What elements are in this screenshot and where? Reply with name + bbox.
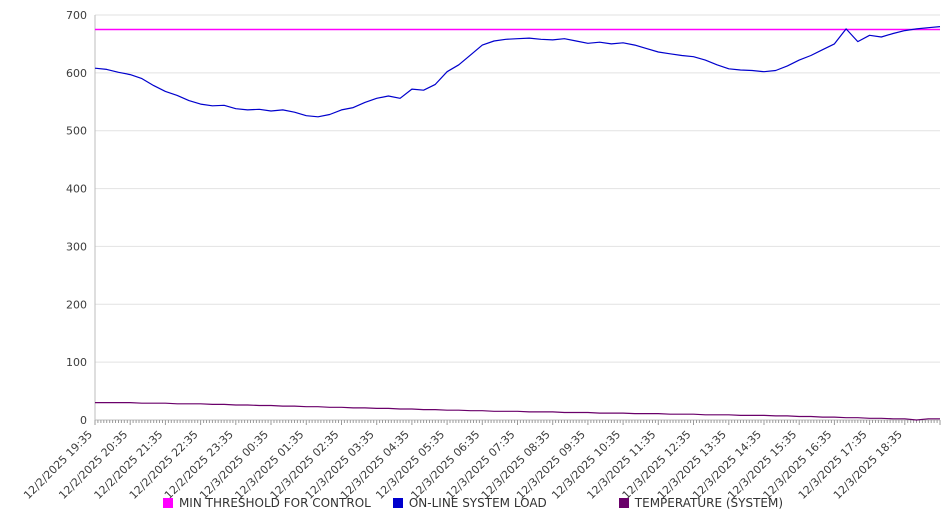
legend-item-online-system-load[interactable]: ON-LINE SYSTEM LOAD — [392, 496, 547, 510]
y-tick-label: 100 — [66, 356, 87, 369]
chart-legend: MIN THRESHOLD FOR CONTROL ON-LINE SYSTEM… — [0, 496, 946, 510]
legend-swatch-online-system-load-icon — [392, 498, 403, 508]
y-tick-label: 300 — [66, 240, 87, 253]
y-tick-label: 500 — [66, 125, 87, 138]
y-tick-label: 700 — [66, 9, 87, 22]
legend-item-temperature-system[interactable]: TEMPERATURE (SYSTEM) — [618, 496, 784, 510]
y-tick-label: 200 — [66, 298, 87, 311]
series-line-on-line-system-load — [94, 26, 941, 118]
legend-swatch-temperature-system-icon — [618, 498, 629, 508]
y-tick-label: 400 — [66, 183, 87, 196]
y-tick-label: 0 — [80, 414, 87, 427]
legend-swatch-min-threshold-icon — [162, 498, 173, 508]
series-line-temperature-system — [95, 402, 940, 421]
legend-item-min-threshold[interactable]: MIN THRESHOLD FOR CONTROL — [162, 496, 371, 510]
y-tick-label: 600 — [66, 67, 87, 80]
legend-label-online-system-load: ON-LINE SYSTEM LOAD — [408, 496, 547, 510]
legend-label-min-threshold: MIN THRESHOLD FOR CONTROL — [178, 496, 371, 510]
x-tick-label: 12/3/2025 18:35 — [831, 428, 905, 502]
legend-label-temperature-system: TEMPERATURE (SYSTEM) — [634, 496, 784, 510]
